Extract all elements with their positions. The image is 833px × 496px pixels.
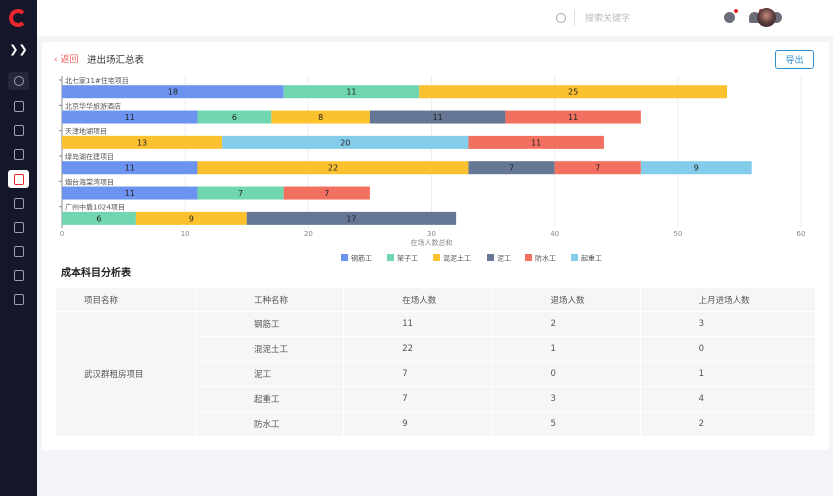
divider — [574, 10, 575, 26]
column-header: 退场人数 — [491, 287, 641, 312]
table-row: 防水工 9 5 2 — [56, 411, 817, 437]
sidebar-item-folder[interactable] — [8, 194, 29, 212]
section-title: 成本科目分析表 — [61, 268, 131, 279]
table-cell: 7 — [343, 386, 493, 412]
badge-dot — [734, 9, 738, 13]
export-button[interactable]: 导出 — [775, 50, 814, 69]
sidebar-item-drop[interactable] — [8, 218, 29, 236]
table-cell: 5 — [491, 411, 641, 437]
table-cell: 钢筋工 — [194, 311, 345, 337]
table-cell: 2 — [639, 411, 817, 437]
calendar-icon — [13, 245, 24, 257]
table-cell: 1 — [639, 361, 817, 387]
expand-icon[interactable]: ❯❯ — [9, 43, 28, 56]
sidebar-item-settings[interactable] — [8, 290, 29, 308]
building-icon — [13, 100, 24, 112]
table-cell: 9 — [343, 411, 493, 437]
folder-icon — [13, 197, 24, 209]
table-cell: 防水工 — [194, 411, 345, 437]
back-link[interactable]: ‹ 返回 — [54, 55, 79, 65]
table-cell: 2 — [491, 311, 641, 337]
message-icon[interactable] — [724, 9, 738, 23]
table-cell: 3 — [639, 311, 817, 337]
chat-icon — [13, 269, 24, 281]
column-header: 工种名称 — [194, 287, 345, 312]
table-cell: 泥工 — [194, 361, 345, 387]
table-cell: 0 — [639, 336, 817, 362]
drop-icon — [13, 221, 24, 233]
search-input[interactable] — [585, 10, 675, 26]
sidebar-search[interactable] — [8, 72, 29, 90]
sidebar-item-document[interactable] — [8, 121, 29, 139]
column-header: 项目名称 — [55, 287, 196, 312]
project-name-cell: 武汉群租房项目 — [55, 311, 196, 437]
table-cell: 0 — [491, 361, 641, 387]
page-title: 进出场汇总表 — [87, 55, 145, 66]
sidebar-item-chat[interactable] — [8, 266, 29, 284]
back-label: 返回 — [60, 55, 79, 65]
search-icon — [13, 76, 24, 86]
sidebar-item-stamp[interactable] — [8, 145, 29, 163]
document-icon — [13, 124, 24, 136]
report-icon — [13, 173, 24, 185]
sliders-icon — [13, 293, 24, 305]
analysis-table: 项目名称 工种名称 在场人数 退场人数 上月进场人数 武汉群租房项目 钢筋工 11 2… — [55, 287, 817, 437]
table-header-row: 项目名称 工种名称 在场人数 退场人数 上月进场人数 — [55, 287, 817, 312]
sidebar: ❯❯ — [0, 0, 37, 496]
stamp-icon — [13, 148, 24, 160]
avatar[interactable] — [757, 8, 776, 27]
column-header: 在场人数 — [343, 287, 493, 312]
table-cell: 3 — [491, 386, 641, 412]
logo-icon — [9, 9, 27, 27]
table-row: 泥工 7 0 1 — [56, 361, 817, 387]
search-icon[interactable] — [556, 13, 566, 23]
table-cell: 混泥土工 — [194, 336, 345, 362]
table-row: 武汉群租房项目 钢筋工 11 2 3 — [55, 311, 817, 437]
table-cell: 起重工 — [194, 386, 345, 412]
table-cell: 11 — [343, 311, 493, 337]
table-cell: 4 — [639, 386, 817, 412]
top-bar — [37, 0, 833, 36]
sidebar-item-report[interactable] — [8, 170, 29, 188]
gear-icon[interactable] — [771, 12, 782, 23]
table-cell: 7 — [343, 361, 493, 387]
table-row: 起重工 7 3 4 — [56, 386, 817, 412]
sidebar-item-calendar[interactable] — [8, 242, 29, 260]
table-cell: 22 — [343, 336, 493, 362]
column-header: 上月进场人数 — [639, 287, 817, 312]
table-cell: 1 — [491, 336, 641, 362]
sidebar-item-building[interactable] — [8, 97, 29, 115]
